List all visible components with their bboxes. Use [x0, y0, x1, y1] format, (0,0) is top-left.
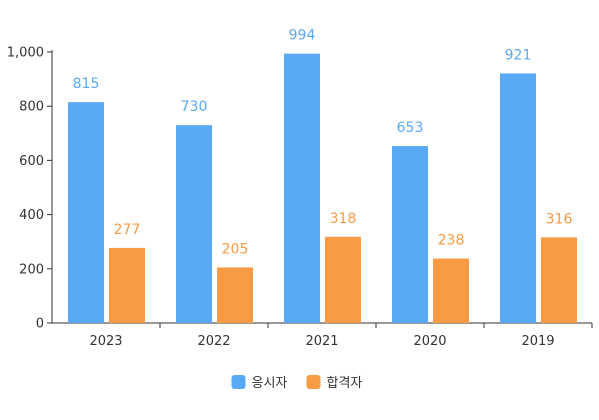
y-tick-label: 400: [19, 208, 44, 223]
data-label: 994: [289, 28, 316, 44]
bars: [68, 53, 577, 323]
data-label: 730: [181, 99, 208, 115]
bar-합격자-2019: [541, 237, 577, 323]
y-tick-label: 600: [19, 154, 44, 169]
bar-응시자-2022: [176, 125, 212, 323]
bar-합격자-2021: [325, 236, 361, 323]
legend-swatch: [306, 375, 321, 389]
data-label: 318: [330, 211, 357, 227]
x-tick-label: 2019: [521, 334, 554, 349]
legend-item-응시자[interactable]: 응시자: [231, 375, 288, 391]
x-axis: 2023 2022 2021 2020 2019: [52, 322, 593, 349]
data-label: 815: [73, 76, 100, 92]
bar-합격자-2023: [109, 247, 145, 323]
legend-label: 합격자: [327, 376, 363, 391]
legend-item-합격자[interactable]: 합격자: [306, 375, 363, 391]
data-label: 316: [546, 211, 573, 227]
x-tick-label: 2021: [305, 334, 338, 349]
x-tick-label: 2022: [197, 334, 230, 349]
bar-응시자-2023: [68, 102, 104, 323]
x-tick-label: 2023: [89, 334, 122, 349]
data-label: 238: [438, 233, 465, 249]
y-tick-label: 1,000: [7, 46, 44, 61]
y-tick-label: 800: [19, 100, 44, 115]
bar-합격자-2020: [433, 258, 469, 323]
x-tick-label: 2020: [413, 334, 446, 349]
bar-응시자-2019: [500, 73, 536, 323]
data-labels: 815 277 730 205 994 318 653 238 921 316: [73, 28, 573, 258]
data-label: 205: [222, 241, 249, 257]
y-tick-label: 0: [36, 317, 44, 332]
y-axis: 0 200 400 600 800 1,000: [7, 46, 53, 332]
data-label: 921: [505, 47, 532, 63]
legend-label: 응시자: [252, 376, 288, 391]
legend-swatch: [231, 375, 246, 389]
legend: 응시자 합격자: [231, 375, 363, 391]
data-label: 277: [114, 222, 141, 238]
bar-합격자-2022: [217, 267, 253, 323]
data-label: 653: [397, 120, 424, 136]
y-tick-label: 200: [19, 262, 44, 277]
bar-응시자-2020: [392, 146, 428, 323]
bar-응시자-2021: [284, 53, 320, 323]
